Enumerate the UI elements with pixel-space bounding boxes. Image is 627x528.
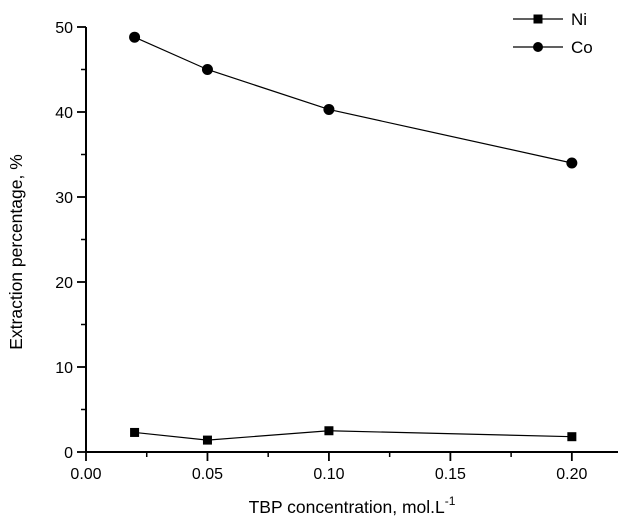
series-ni-marker bbox=[130, 427, 140, 437]
legend-item-co: Co bbox=[513, 38, 593, 57]
series-ni-marker bbox=[324, 426, 334, 436]
x-tick-label: 0.05 bbox=[192, 466, 223, 483]
series-ni-marker bbox=[202, 435, 212, 445]
legend-label-ni: Ni bbox=[571, 10, 587, 29]
series-co-marker bbox=[566, 157, 578, 169]
y-axis-title: Extraction percentage, % bbox=[6, 154, 26, 350]
legend-item-ni: Ni bbox=[513, 10, 587, 29]
x-tick-label: 0.00 bbox=[70, 466, 101, 483]
x-tick-label: 0.20 bbox=[556, 466, 587, 483]
series-co-marker bbox=[323, 103, 335, 115]
y-tick-label: 10 bbox=[55, 360, 73, 377]
legend: Ni Co bbox=[513, 10, 593, 57]
x-axis-title: TBP concentration, mol.L-1 bbox=[249, 494, 456, 517]
legend-marker-ni bbox=[533, 14, 543, 24]
series-co-marker bbox=[201, 64, 213, 75]
x-tick-label: 0.10 bbox=[313, 466, 344, 483]
legend-label-co: Co bbox=[571, 38, 593, 57]
series-co-line bbox=[134, 36, 572, 164]
y-tick-label: 30 bbox=[55, 190, 73, 207]
legend-marker-co bbox=[533, 42, 543, 52]
series-ni-line bbox=[134, 430, 572, 441]
y-tick-label: 0 bbox=[64, 445, 73, 462]
series-co-marker bbox=[129, 31, 141, 43]
y-tick-label: 20 bbox=[55, 275, 73, 292]
x-tick-label: 0.15 bbox=[435, 466, 466, 483]
y-tick-label: 50 bbox=[55, 20, 73, 37]
series-ni-marker bbox=[567, 432, 577, 442]
y-tick-label: 40 bbox=[55, 105, 73, 122]
